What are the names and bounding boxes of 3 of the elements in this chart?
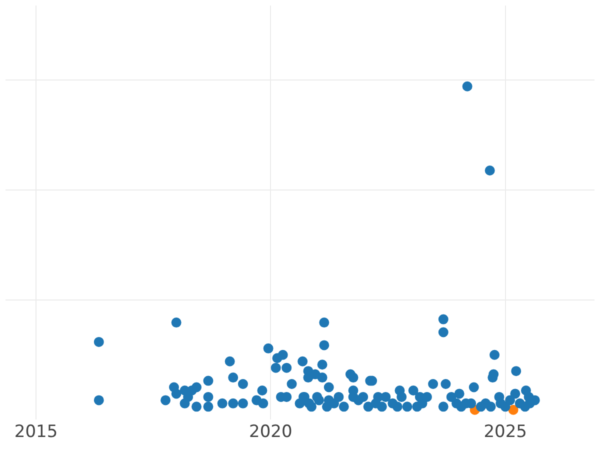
- x-tick-label: 2015: [14, 422, 58, 442]
- x-tick-label: 2025: [484, 422, 527, 442]
- x-tick-label: 2020: [249, 422, 292, 442]
